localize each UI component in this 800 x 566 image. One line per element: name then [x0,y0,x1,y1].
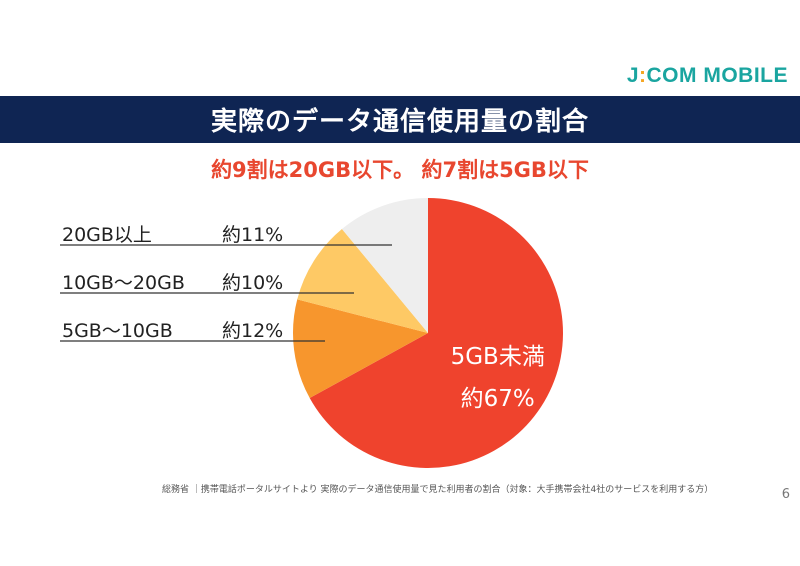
pie-slice-2 [293,299,428,399]
callout-value: 約10% [222,272,283,294]
callout-value: 約11% [222,224,283,246]
title-banner: 実際のデータ通信使用量の割合 [0,96,800,143]
page-number: 6 [781,487,790,502]
callout-label: 10GB～20GB [62,272,185,294]
callout-value: 約12% [222,320,283,342]
callout-label: 5GB～10GB [62,320,173,342]
jcom-mobile-logo: J:COM MOBILE [627,64,788,88]
logo-colon: : [639,64,647,87]
pie-slice-4 [341,198,428,333]
page-title: 実際のデータ通信使用量の割合 [210,107,589,137]
source-note: 総務省 ｜携帯電話ポータルサイトより 実際のデータ通信使用量で見た利用者の割合（… [162,485,714,495]
pie-slice-1 [309,198,563,468]
slice-label-main: 5GB未満 [451,344,545,370]
logo-prefix: J [626,64,639,87]
callout-label: 20GB以上 [62,224,152,246]
logo-rest: COM MOBILE [646,64,788,87]
subtitle: 約9割は20GB以下。 約7割は5GB以下 [211,158,589,182]
slice-value-main: 約67% [461,386,535,412]
pie-slice-3 [297,228,428,333]
